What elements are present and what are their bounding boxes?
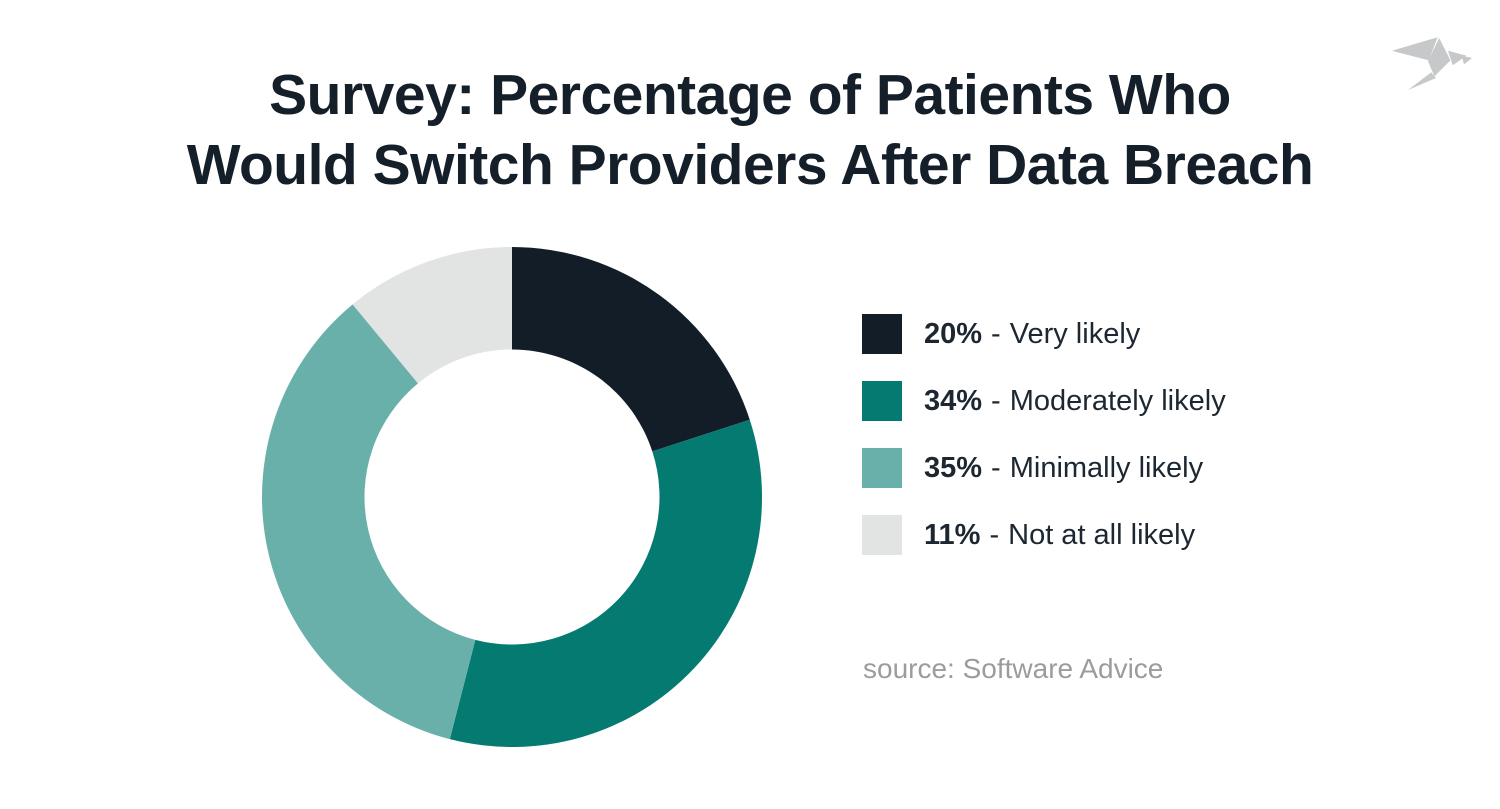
chart-legend: 20% - Very likely 34% - Moderately likely 35… (862, 314, 1226, 582)
bird-head-shape (1448, 50, 1467, 66)
legend-label-moderately-likely: 34% - Moderately likely (924, 384, 1226, 417)
legend-item-not-at-all-likely: 11% - Not at all likely (862, 515, 1226, 555)
bird-beak-shape (1461, 55, 1472, 65)
donut-segment-not-at-all-likely (352, 247, 512, 384)
page-title: Survey: Percentage of Patients Who Would… (0, 60, 1500, 200)
legend-swatch-moderately-likely (862, 381, 902, 421)
bird-body-shape (1428, 38, 1451, 77)
bird-wing-shape (1392, 37, 1438, 61)
legend-label-minimally-likely: 35% - Minimally likely (924, 451, 1204, 484)
donut-chart (262, 247, 762, 747)
legend-item-moderately-likely: 34% - Moderately likely (862, 381, 1226, 421)
source-attribution: source: Software Advice (863, 653, 1164, 684)
page-title-line1: Survey: Percentage of Patients Who (269, 63, 1231, 127)
legend-label-very-likely: 20% - Very likely (924, 317, 1141, 350)
legend-swatch-very-likely (862, 314, 902, 354)
legend-swatch-not-at-all-likely (862, 515, 902, 555)
donut-segment-moderately-likely (449, 419, 762, 747)
legend-swatch-minimally-likely (862, 448, 902, 488)
origami-bird-logo-icon (1392, 37, 1472, 90)
legend-item-minimally-likely: 35% - Minimally likely (862, 448, 1226, 488)
donut-segment-minimally-likely (262, 304, 476, 740)
page-title-line2: Would Switch Providers After Data Breach (186, 133, 1314, 197)
bird-tail-shape (1408, 72, 1436, 90)
donut-segment-very-likely (512, 247, 750, 452)
legend-item-very-likely: 20% - Very likely (862, 314, 1226, 354)
legend-label-not-at-all-likely: 11% - Not at all likely (924, 518, 1196, 551)
